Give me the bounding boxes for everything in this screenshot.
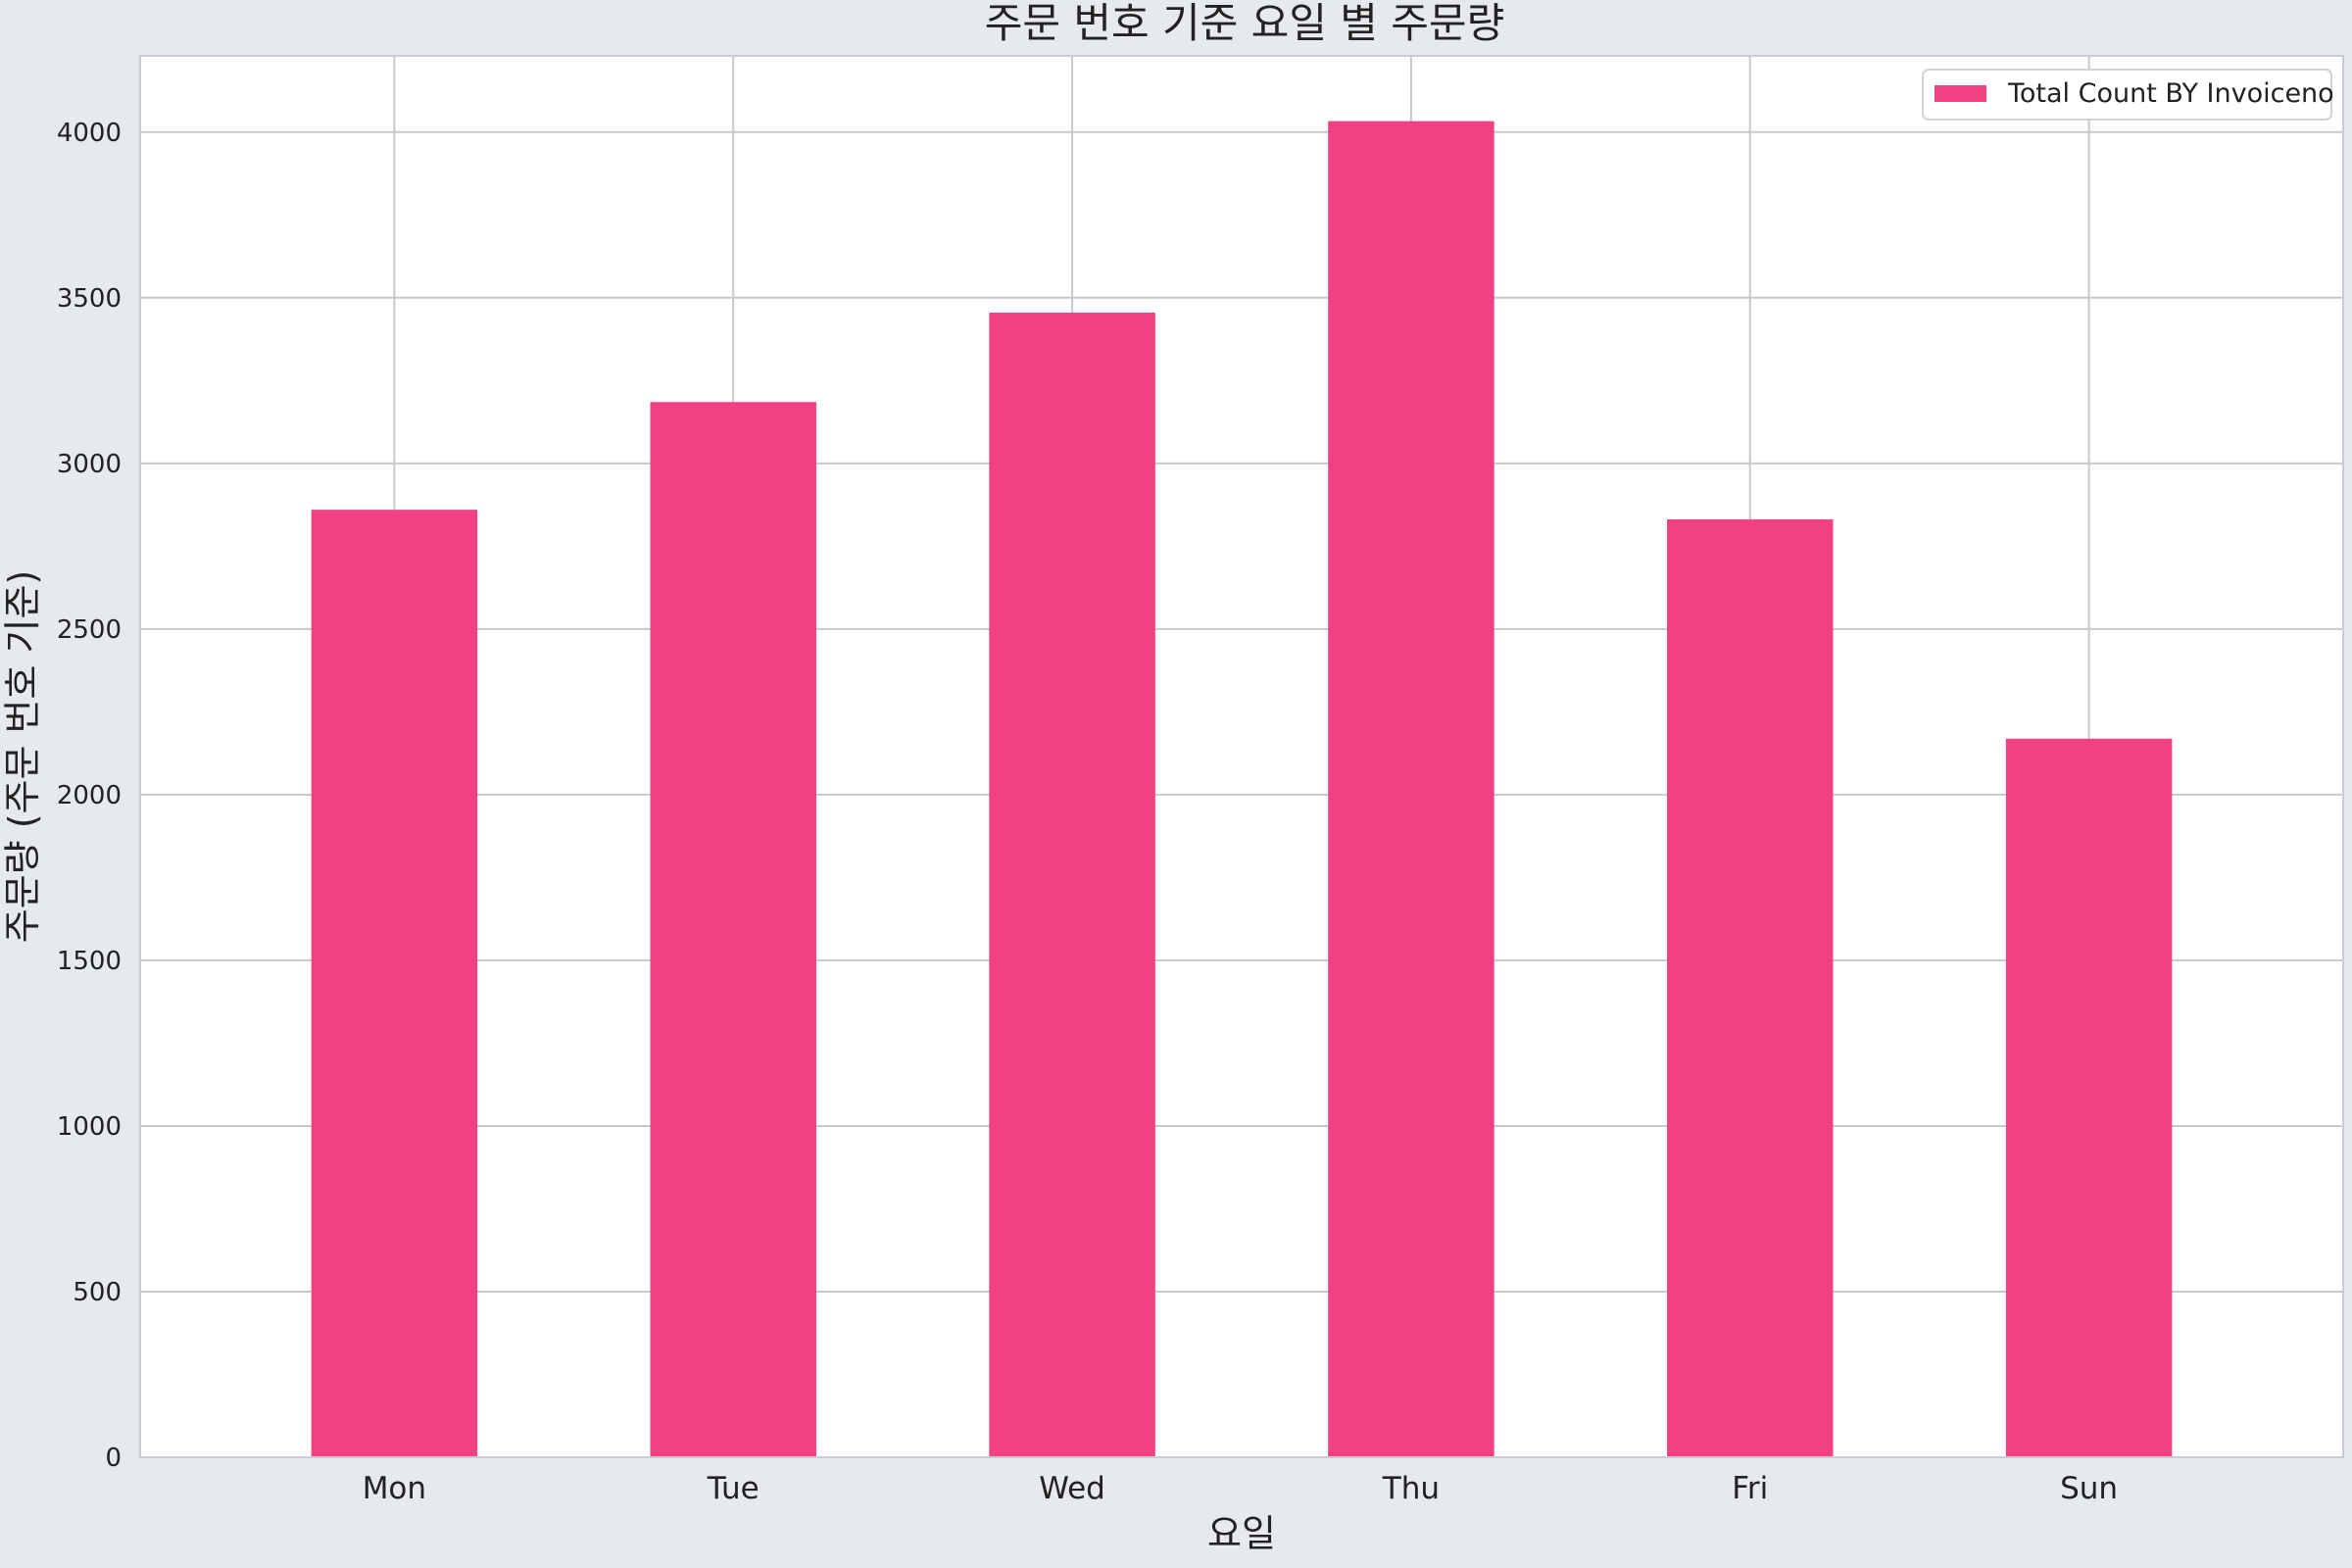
- y-tick-label: 2000: [57, 781, 122, 810]
- bar-mon: [311, 510, 478, 1457]
- legend-label: Total Count BY Invoiceno: [2007, 78, 2334, 109]
- bar-fri: [1667, 518, 1834, 1457]
- y-tick-label: 3500: [57, 284, 122, 314]
- y-tick-label: 1500: [57, 947, 122, 976]
- y-tick-label: 500: [73, 1278, 122, 1307]
- x-axis-label: 요일: [1207, 1512, 1276, 1555]
- x-tick-label: Fri: [1732, 1471, 1768, 1506]
- bar-thu: [1328, 121, 1494, 1457]
- y-tick-label: 3000: [57, 450, 122, 479]
- bar-tue: [650, 402, 816, 1458]
- y-tick-label: 2500: [57, 615, 122, 645]
- y-tick-label: 0: [105, 1444, 122, 1473]
- plot-frame: [139, 55, 2344, 1458]
- legend-box: [1922, 69, 2332, 121]
- legend: Total Count BY Invoiceno: [1922, 69, 2334, 121]
- y-tick-label: 1000: [57, 1112, 122, 1142]
- legend-swatch: [1935, 85, 1986, 102]
- chart-title: 주문 번호 기준 요일 별 주문량: [985, 0, 1504, 47]
- y-tick-label: 4000: [57, 119, 122, 148]
- bars: [311, 121, 2173, 1458]
- x-axis-ticks: Mon Tue Wed Thu Fri Sun: [363, 1471, 2118, 1506]
- x-tick-label: Wed: [1039, 1471, 1105, 1506]
- y-axis-ticks: 0 500 1000 1500 2000 2500 3000 3500 4000: [57, 119, 122, 1473]
- x-tick-label: Thu: [1382, 1471, 1440, 1506]
- y-axis-label: 주문량 (주문 번호 기준): [1, 570, 44, 944]
- bar-wed: [989, 312, 1155, 1457]
- x-tick-label: Tue: [707, 1471, 760, 1506]
- x-tick-label: Mon: [363, 1471, 426, 1506]
- bar-sun: [2005, 738, 2173, 1457]
- x-tick-label: Sun: [2060, 1471, 2118, 1506]
- plot-area: [140, 56, 2343, 1457]
